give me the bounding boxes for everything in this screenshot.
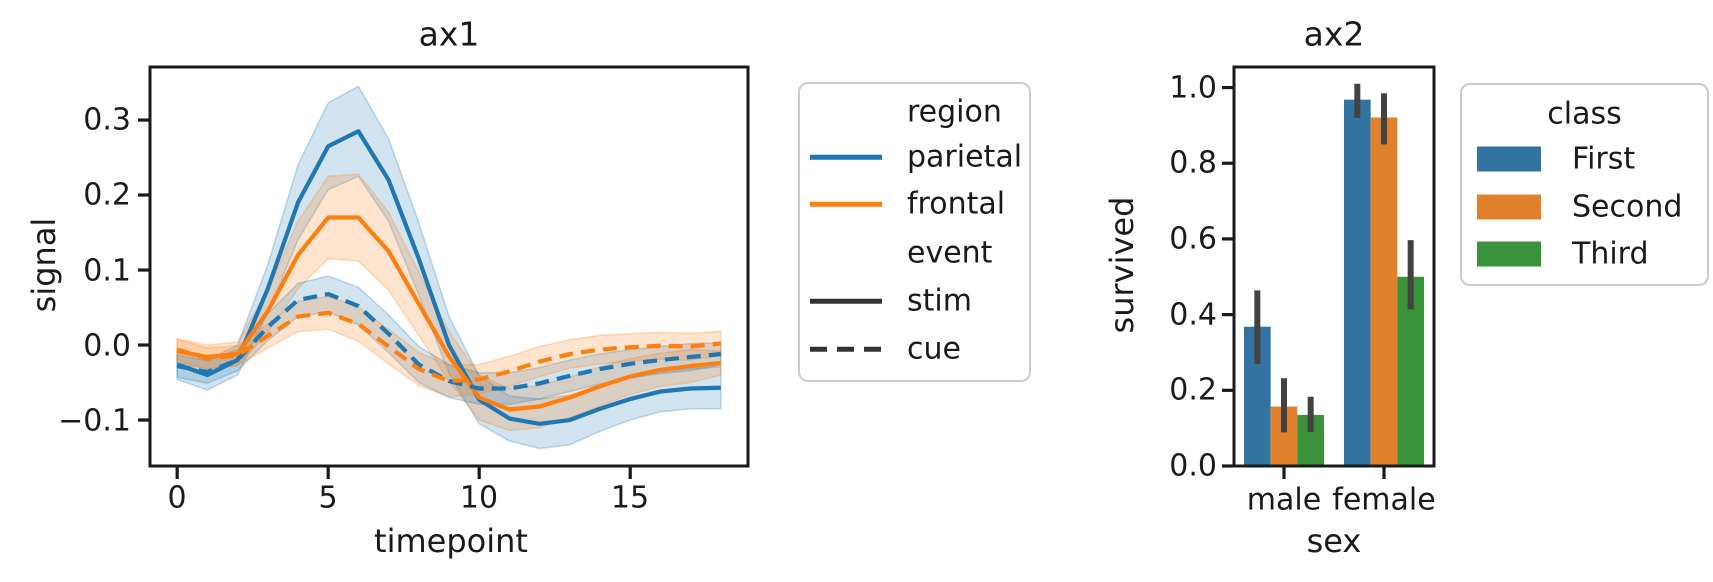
- ax1-ytick-0.0: 0.0: [83, 328, 131, 364]
- legend-label-stim: stim: [907, 283, 972, 319]
- ax2-ytick-0.4: 0.4: [1169, 297, 1217, 333]
- ax1-ytick-0.1: 0.1: [83, 253, 131, 289]
- legend-label-parietal: parietal: [907, 139, 1023, 175]
- ax2-xlabel: sex: [1306, 522, 1362, 560]
- ax1-xlabel: timepoint: [374, 522, 528, 560]
- legend-line-frontal: [810, 201, 882, 207]
- legend-swatch-second: [1477, 194, 1541, 220]
- ax1-title: ax1: [418, 14, 480, 54]
- ax1-xtick-10: 10: [459, 480, 499, 516]
- legend-line-stim: [810, 298, 882, 304]
- legend-swatch-third: [1477, 241, 1541, 267]
- legend-swatch-first: [1477, 146, 1541, 172]
- ax1-ytick-0.3: 0.3: [83, 102, 131, 138]
- legend-line-cue: [810, 346, 882, 352]
- ax1-xtick-15: 15: [610, 480, 650, 516]
- ax2-ytick-0.2: 0.2: [1169, 372, 1217, 408]
- legend-label-third: Third: [1572, 236, 1649, 272]
- ax1-legend: region parietal frontal event stim cue: [798, 82, 1031, 382]
- ax2-title: ax2: [1303, 14, 1365, 54]
- legend-subtitle-region: region: [907, 94, 1002, 130]
- ax2-ytick-0.6: 0.6: [1169, 221, 1217, 257]
- ax2-ytick-0.0: 0.0: [1169, 448, 1217, 484]
- ax2-ylabel: survived: [1103, 196, 1141, 334]
- ax2-xtick-female: female: [1332, 482, 1436, 518]
- legend-subtitle-event: event: [907, 235, 993, 271]
- ax2-legend: class First Second Third: [1460, 83, 1709, 286]
- legend-line-parietal: [810, 154, 882, 160]
- legend-label-first: First: [1572, 141, 1636, 177]
- legend-title-class: class: [1547, 96, 1622, 132]
- ax1-xtick-5: 5: [318, 480, 338, 516]
- ax1-ytick--0.1: −0.1: [58, 403, 131, 439]
- ax2-xtick-male: male: [1246, 482, 1322, 518]
- ax1-xtick-0: 0: [167, 480, 187, 516]
- ax2-ytick-1.0: 1.0: [1169, 70, 1217, 106]
- ax2-ytick-0.8: 0.8: [1169, 145, 1217, 181]
- legend-label-frontal: frontal: [907, 186, 1006, 222]
- ax1-ytick-0.2: 0.2: [83, 177, 131, 213]
- legend-label-cue: cue: [907, 331, 961, 367]
- legend-label-second: Second: [1572, 189, 1683, 225]
